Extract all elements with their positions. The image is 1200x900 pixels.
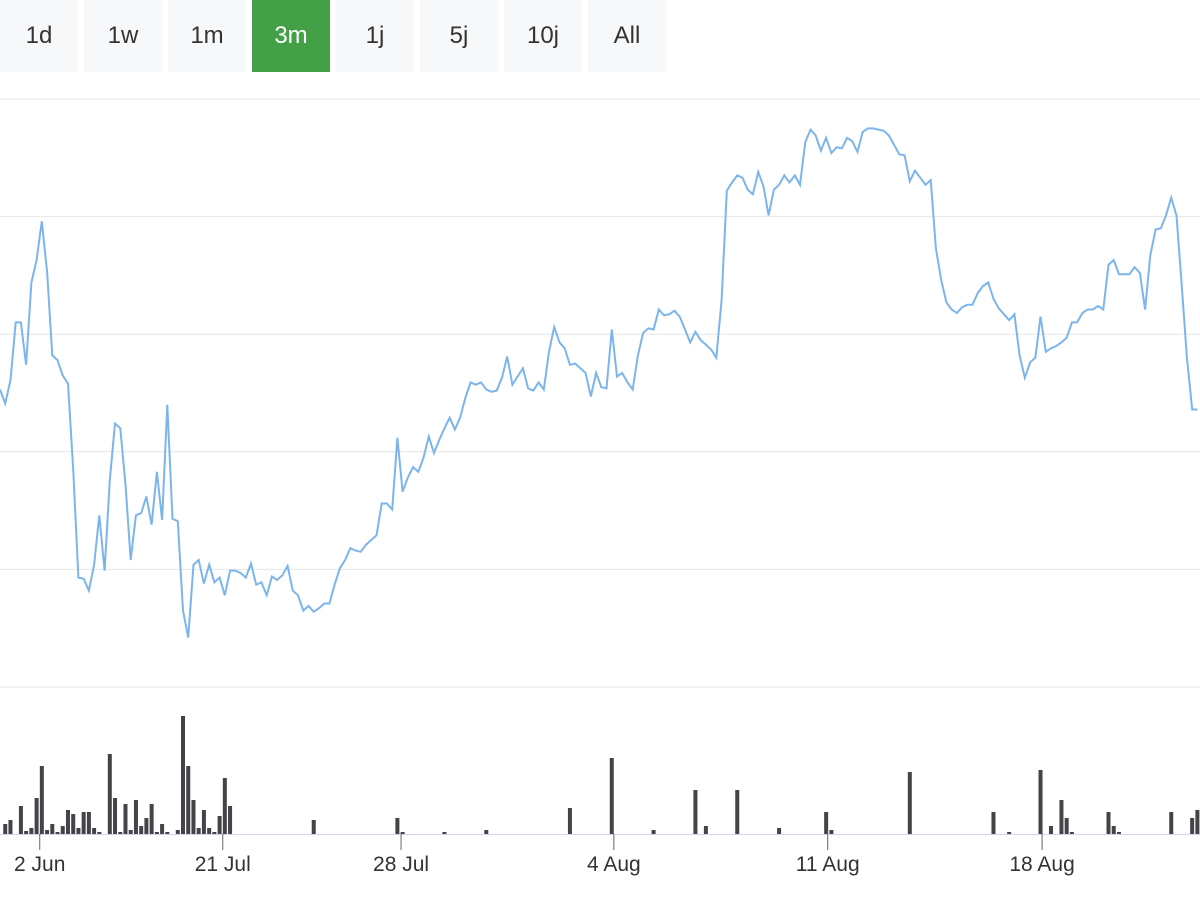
range-button[interactable]: 5j xyxy=(420,0,498,72)
volume-bar xyxy=(107,754,112,834)
volume-bar xyxy=(1190,818,1195,834)
x-tick-label: 28 Jul xyxy=(373,853,429,876)
volume-bar xyxy=(907,772,912,834)
volume-bar xyxy=(149,804,154,834)
range-button[interactable]: 3m xyxy=(252,0,330,72)
volume-bar xyxy=(212,832,217,834)
volume-bar xyxy=(18,806,23,834)
volume-bar xyxy=(175,830,180,834)
volume-bar xyxy=(50,824,55,834)
volume-bar xyxy=(1048,826,1053,834)
volume-bar xyxy=(609,758,614,834)
price-line xyxy=(0,127,1198,638)
volume-bar xyxy=(186,766,191,834)
volume-bar xyxy=(1064,818,1069,834)
volume-bar xyxy=(181,716,186,834)
volume-bar xyxy=(1106,812,1111,834)
volume-bar xyxy=(1116,832,1121,834)
volume-bar xyxy=(97,832,102,834)
volume-bar xyxy=(196,828,201,834)
volume-bar xyxy=(1111,826,1116,834)
range-selector: 1d 1w 1m 3m 1j 5j 10j All xyxy=(0,0,672,72)
volume-bar xyxy=(829,830,834,834)
volume-bar xyxy=(123,804,128,834)
volume-bar xyxy=(29,828,34,834)
range-button[interactable]: 1d xyxy=(0,0,78,72)
volume-bar xyxy=(217,816,222,834)
volume-bar xyxy=(703,826,708,834)
volume-bar xyxy=(154,832,159,834)
volume-bar xyxy=(1059,800,1064,834)
volume-bar xyxy=(311,820,316,834)
volume-bar xyxy=(484,830,489,834)
range-button[interactable]: All xyxy=(588,0,666,72)
volume-bar xyxy=(39,766,44,834)
x-tick-label: 18 Aug xyxy=(1009,853,1074,876)
volume-bar xyxy=(65,810,70,834)
volume-bar xyxy=(45,830,50,834)
range-button[interactable]: 10j xyxy=(504,0,582,72)
volume-bar xyxy=(55,832,60,834)
volume-bar xyxy=(824,812,829,834)
volume-bar xyxy=(118,832,123,834)
volume-bar xyxy=(133,800,138,834)
volume-bar xyxy=(86,812,91,834)
volume-bar xyxy=(76,828,81,834)
volume-bar xyxy=(201,810,206,834)
volume-bar xyxy=(24,831,29,834)
volume-bar xyxy=(3,824,8,834)
volume-bar xyxy=(71,814,76,834)
x-tick-label: 4 Aug xyxy=(587,853,641,876)
volume-bar xyxy=(777,828,782,834)
x-tick-label: 21 Jul xyxy=(195,853,251,876)
volume-bar xyxy=(139,826,144,834)
x-tick-label: 2 Jun xyxy=(14,853,65,876)
volume-bar xyxy=(128,830,133,834)
volume-bar xyxy=(34,798,39,834)
volume-bar xyxy=(567,808,572,834)
volume-bar xyxy=(113,798,118,834)
range-button[interactable]: 1w xyxy=(84,0,162,72)
range-button[interactable]: 1m xyxy=(168,0,246,72)
volume-bar xyxy=(228,806,233,834)
volume-bar xyxy=(1069,832,1074,834)
volume-bar xyxy=(1195,810,1200,834)
volume-bar xyxy=(693,790,698,834)
x-tick-label: 11 Aug xyxy=(796,853,860,876)
volume-bar xyxy=(442,832,447,834)
volume-bar xyxy=(991,812,996,834)
volume-bar xyxy=(1038,770,1043,834)
volume-bar xyxy=(92,828,97,834)
volume-bar xyxy=(144,818,149,834)
range-button[interactable]: 1j xyxy=(336,0,414,72)
volume-bar xyxy=(165,832,170,834)
volume-bar xyxy=(400,832,405,834)
volume-bar xyxy=(735,790,740,834)
volume-bar xyxy=(207,828,212,834)
volume-bar xyxy=(160,824,165,834)
volume-bar xyxy=(395,818,400,834)
volume-bar xyxy=(60,826,65,834)
volume-bar xyxy=(8,820,13,834)
volume-bar xyxy=(81,812,86,834)
volume-bar xyxy=(1007,832,1012,834)
volume-bar xyxy=(191,800,196,834)
volume-bar xyxy=(651,830,656,834)
volume-bar xyxy=(1169,812,1174,834)
volume-bar xyxy=(222,778,227,834)
